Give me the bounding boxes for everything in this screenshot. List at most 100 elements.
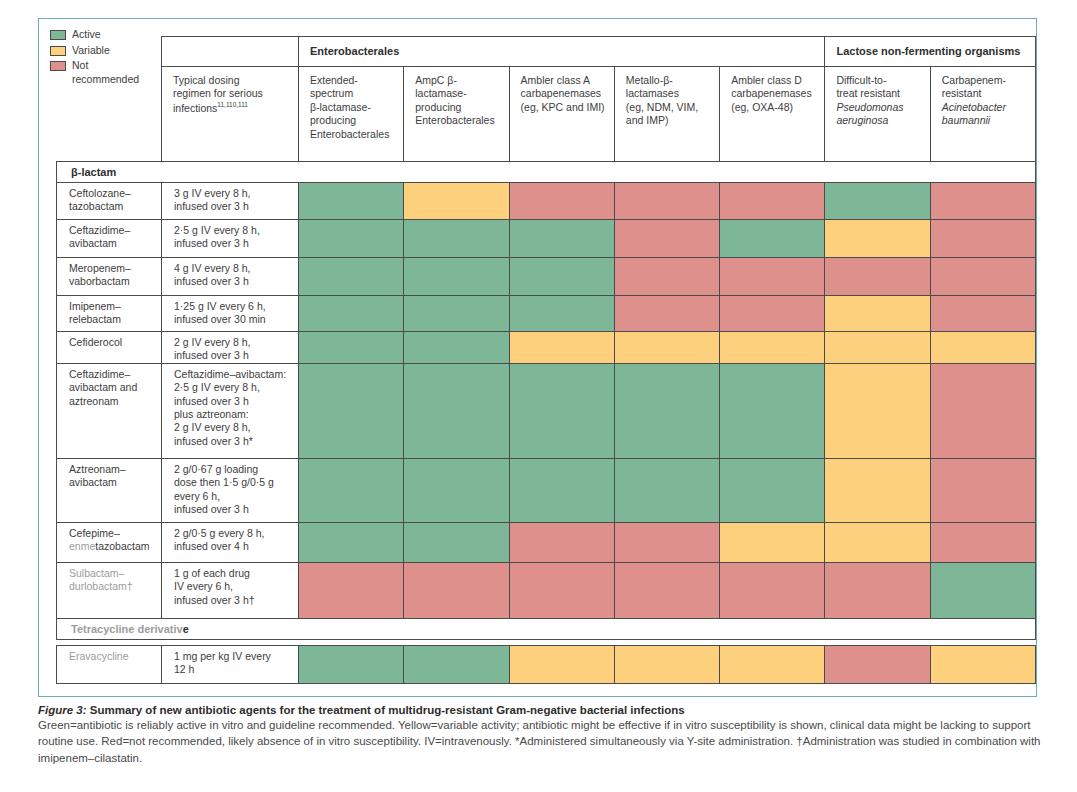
- susceptibility-cell-variable: [403, 182, 508, 219]
- dosing-regimen: Ceftazidime–avibactam:2·5 g IV every 8 h…: [161, 363, 298, 458]
- table-header: EnterobacteralesLactose non-fermenting o…: [161, 36, 1036, 161]
- drug-name: Ceftazidime–avibactam: [56, 219, 161, 257]
- dosing-regimen: 1 g of each drugIV every 6 h,infused ove…: [161, 562, 298, 618]
- susceptibility-cell-active: [298, 645, 403, 683]
- section-header-row: β-lactam: [56, 161, 1035, 182]
- drug-name: Imipenem–relebactam: [56, 295, 161, 331]
- susceptibility-cell-not_recommended: [614, 522, 719, 562]
- drug-name: Eravacycline: [56, 645, 161, 683]
- susceptibility-cell-variable: [509, 645, 614, 683]
- drug-name: Sulbactam–durlobactam†: [56, 562, 161, 618]
- susceptibility-cell-variable: [824, 458, 929, 522]
- drug-name: Aztreonam–avibactam: [56, 458, 161, 522]
- text-segment: durlobactam†: [69, 580, 133, 592]
- text-segment: dose then 1·5 g/0·5 g: [174, 476, 274, 488]
- text-segment: spectrum: [310, 87, 353, 99]
- text-segment: carbapenemases: [731, 87, 812, 99]
- susceptibility-cell-active: [509, 295, 614, 331]
- susceptibility-cell-active: [719, 458, 824, 522]
- species-name: Pseudomonasaeruginosa: [836, 101, 903, 126]
- text-segment: Carbapenem-: [942, 74, 1006, 86]
- text-segment: (eg, OXA-48): [731, 101, 793, 113]
- text-segment: Typical dosing: [173, 74, 240, 86]
- drug-row: Cefiderocol2 g IV every 8 h,infused over…: [56, 331, 1035, 363]
- susceptibility-cell-not_recommended: [509, 182, 614, 219]
- susceptibility-cell-variable: [824, 219, 929, 257]
- dosing-column-header: Typical dosingregimen for seriousinfecti…: [161, 66, 298, 161]
- text-segment: avibactam: [69, 237, 117, 249]
- susceptibility-cell-active: [298, 257, 403, 295]
- text-segment: Sulbactam–: [69, 567, 124, 579]
- text-segment: tazobactam: [69, 200, 123, 212]
- text-segment: 1·25 g IV every 6 h,: [174, 300, 266, 312]
- susceptibility-cell-variable: [824, 331, 929, 363]
- drug-row: Ceftolozane–tazobactam3 g IV every 8 h,i…: [56, 182, 1035, 219]
- text-segment: Enterobacterales: [310, 128, 389, 140]
- susceptibility-cell-not_recommended: [614, 295, 719, 331]
- text-segment: 2 g IV every 8 h,: [174, 336, 250, 348]
- text-segment: Tetracycline derivativ: [71, 623, 183, 635]
- text-segment: producing: [310, 114, 356, 126]
- organism-column-header: AmpC β-lactamase-producingEnterobacteral…: [403, 66, 508, 161]
- susceptibility-cell-active: [719, 363, 824, 458]
- susceptibility-cell-not_recommended: [930, 458, 1035, 522]
- legend-item-label: Active: [72, 28, 144, 42]
- text-segment: avibactam and: [69, 381, 137, 393]
- text-segment: Extended-: [310, 74, 358, 86]
- column-group-header: Enterobacterales: [298, 36, 824, 66]
- susceptibility-cell-variable: [719, 645, 824, 683]
- drug-name: Ceftazidime–avibactam andaztreonam: [56, 363, 161, 458]
- text-segment: aztreonam: [69, 395, 119, 407]
- susceptibility-cell-active: [824, 182, 929, 219]
- susceptibility-cell-active: [298, 522, 403, 562]
- susceptibility-cell-active: [298, 219, 403, 257]
- text-segment: 1 g of each drug: [174, 567, 250, 579]
- susceptibility-cell-variable: [614, 331, 719, 363]
- susceptibility-cell-not_recommended: [719, 182, 824, 219]
- text-segment: Eravacycline: [69, 650, 129, 662]
- text-segment: lactamase-: [415, 87, 466, 99]
- text-segment: AmpC β-: [415, 74, 457, 86]
- text-segment: infused over 30 min: [174, 313, 266, 325]
- susceptibility-cell-not_recommended: [614, 219, 719, 257]
- figure-panel: ActiveVariableNot recommended Enterobact…: [38, 18, 1037, 697]
- figure-caption: Figure 3: Summary of new antibiotic agen…: [38, 704, 1042, 766]
- susceptibility-cell-active: [403, 295, 508, 331]
- text-segment: 4 g IV every 8 h,: [174, 262, 250, 274]
- susceptibility-cell-active: [403, 522, 508, 562]
- susceptibility-cell-not_recommended: [930, 219, 1035, 257]
- text-segment: Difficult-to-: [836, 74, 886, 86]
- text-segment: 2·5 g IV every 8 h,: [174, 381, 260, 393]
- dosing-regimen: 4 g IV every 8 h,infused over 3 h: [161, 257, 298, 295]
- susceptibility-cell-not_recommended: [719, 257, 824, 295]
- legend-item-label: Not recommended: [72, 59, 144, 86]
- dosing-regimen: 2 g/0·5 g every 8 h,infused over 4 h: [161, 522, 298, 562]
- susceptibility-cell-variable: [824, 295, 929, 331]
- susceptibility-cell-active: [403, 363, 508, 458]
- drug-row: Ceftazidime–avibactam andaztreonamCeftaz…: [56, 363, 1035, 458]
- susceptibility-cell-active: [403, 257, 508, 295]
- legend: ActiveVariableNot recommended: [50, 28, 154, 89]
- text-segment: Cefepime–: [69, 527, 120, 539]
- dosing-regimen: 1 mg per kg IV every12 h: [161, 645, 298, 683]
- section-title: β-lactam: [56, 161, 1035, 182]
- text-segment: Cefiderocol: [69, 336, 122, 348]
- legend-swatch-variable: [50, 46, 66, 56]
- table-section-main: β-lactamCeftolozane–tazobactam3 g IV eve…: [56, 161, 1036, 640]
- susceptibility-cell-active: [614, 363, 719, 458]
- figure-title: Summary of new antibiotic agents for the…: [90, 704, 685, 716]
- text-segment: infused over 3 h: [174, 395, 249, 407]
- susceptibility-cell-variable: [930, 645, 1035, 683]
- susceptibility-cell-active: [403, 331, 508, 363]
- legend-swatch-not_recommended: [50, 61, 66, 71]
- text-segment: avibactam: [69, 476, 117, 488]
- text-segment: 3 g IV every 8 h,: [174, 187, 250, 199]
- text-segment: infused over 4 h: [174, 540, 249, 552]
- susceptibility-cell-active: [298, 182, 403, 219]
- text-segment: infused over 3 h†: [174, 594, 255, 606]
- susceptibility-cell-not_recommended: [614, 257, 719, 295]
- text-segment: treat resistant: [836, 87, 900, 99]
- text-segment: infused over 3 h: [174, 237, 249, 249]
- text-segment: infused over 3 h*: [174, 435, 253, 447]
- text-segment: (eg, NDM, VIM,: [626, 101, 698, 113]
